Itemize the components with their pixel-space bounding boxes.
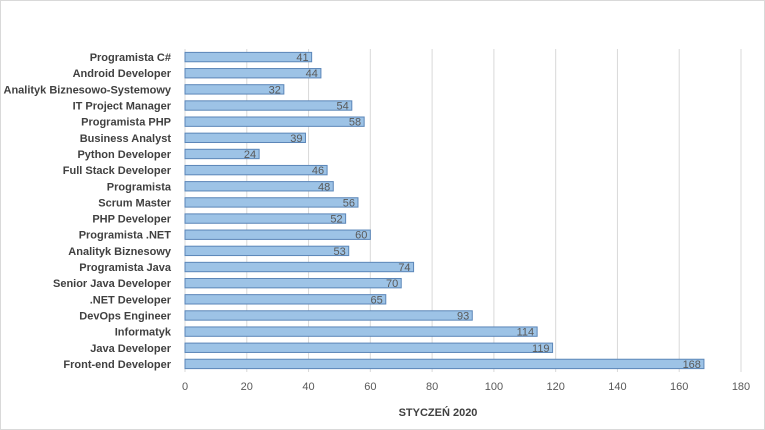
bar [184,116,365,127]
category-labels: Programista C# Android Developer Analityk … [4,52,172,371]
bars [184,51,705,370]
data-label: 54 [337,101,349,113]
data-label: 56 [343,197,355,209]
data-label: 52 [330,214,342,226]
category-label: Android Developer [73,68,172,80]
data-label: 70 [386,278,398,290]
bar [184,294,387,305]
data-label: 65 [371,294,383,306]
bar [184,342,554,353]
category-label: Java Developer [90,343,171,355]
category-label: DevOps Engineer [79,310,171,322]
bar [184,132,306,144]
x-tick-label: 60 [364,381,376,393]
bar [184,310,473,321]
data-label: 93 [457,310,469,322]
category-label: Programista .NET [79,230,172,242]
bar [184,197,359,208]
category-label: Scrum Master [98,197,171,209]
bar [184,358,705,370]
x-tick-label: 180 [732,381,750,393]
bar [184,229,371,240]
category-label: Front-end Developer [63,359,171,371]
category-label: Analityk Biznesowo-Systemowy [4,84,172,96]
category-label: Programista C# [90,52,171,64]
x-tick-label: 80 [426,381,438,393]
data-label: 168 [683,359,701,371]
gridlines [184,49,742,372]
x-tick-label: 160 [670,381,688,393]
data-label: 53 [333,246,345,258]
bar [184,181,334,192]
bar [184,148,260,160]
bar [184,51,313,63]
data-label: 74 [398,262,410,274]
bar [184,245,350,257]
data-label: 32 [269,84,281,96]
data-label: 41 [296,52,308,64]
category-label: PHP Developer [92,214,171,226]
data-label: 48 [318,181,330,193]
category-label: Python Developer [77,149,171,161]
category-label: Informatyk [115,327,172,339]
category-label: Analityk Biznesowy [68,246,172,258]
bar [184,277,402,289]
bar [184,164,328,176]
category-label: Senior Java Developer [53,278,172,290]
bar [184,213,347,224]
category-label: IT Project Manager [73,101,172,113]
x-tick-label: 20 [241,381,253,393]
x-tick-labels: 0 20 40 60 80 100 120 140 160 180 [182,381,750,393]
data-label: 44 [306,68,318,80]
data-label: 114 [517,327,535,339]
category-label: Full Stack Developer [63,165,172,177]
x-tick-label: 40 [302,381,314,393]
data-label: 119 [532,343,550,355]
category-label: .NET Developer [90,294,172,306]
category-label: Programista [107,181,172,193]
data-label: 60 [355,230,367,242]
x-axis-title: STYCZEŃ 2020 [399,406,478,419]
x-tick-label: 120 [546,381,564,393]
bar [184,68,322,79]
bar [184,261,415,273]
x-tick-label: 140 [608,381,626,393]
category-label: Business Analyst [80,133,172,145]
data-label: 46 [312,165,324,177]
data-label: 24 [244,149,256,161]
data-label: 39 [290,133,302,145]
category-label: Programista Java [79,262,172,274]
bar [184,100,353,111]
x-tick-label: 0 [182,381,188,393]
category-label: Programista PHP [81,117,171,129]
data-label: 58 [349,117,361,129]
bar [184,326,538,337]
x-tick-label: 100 [485,381,503,393]
bar [184,84,285,95]
